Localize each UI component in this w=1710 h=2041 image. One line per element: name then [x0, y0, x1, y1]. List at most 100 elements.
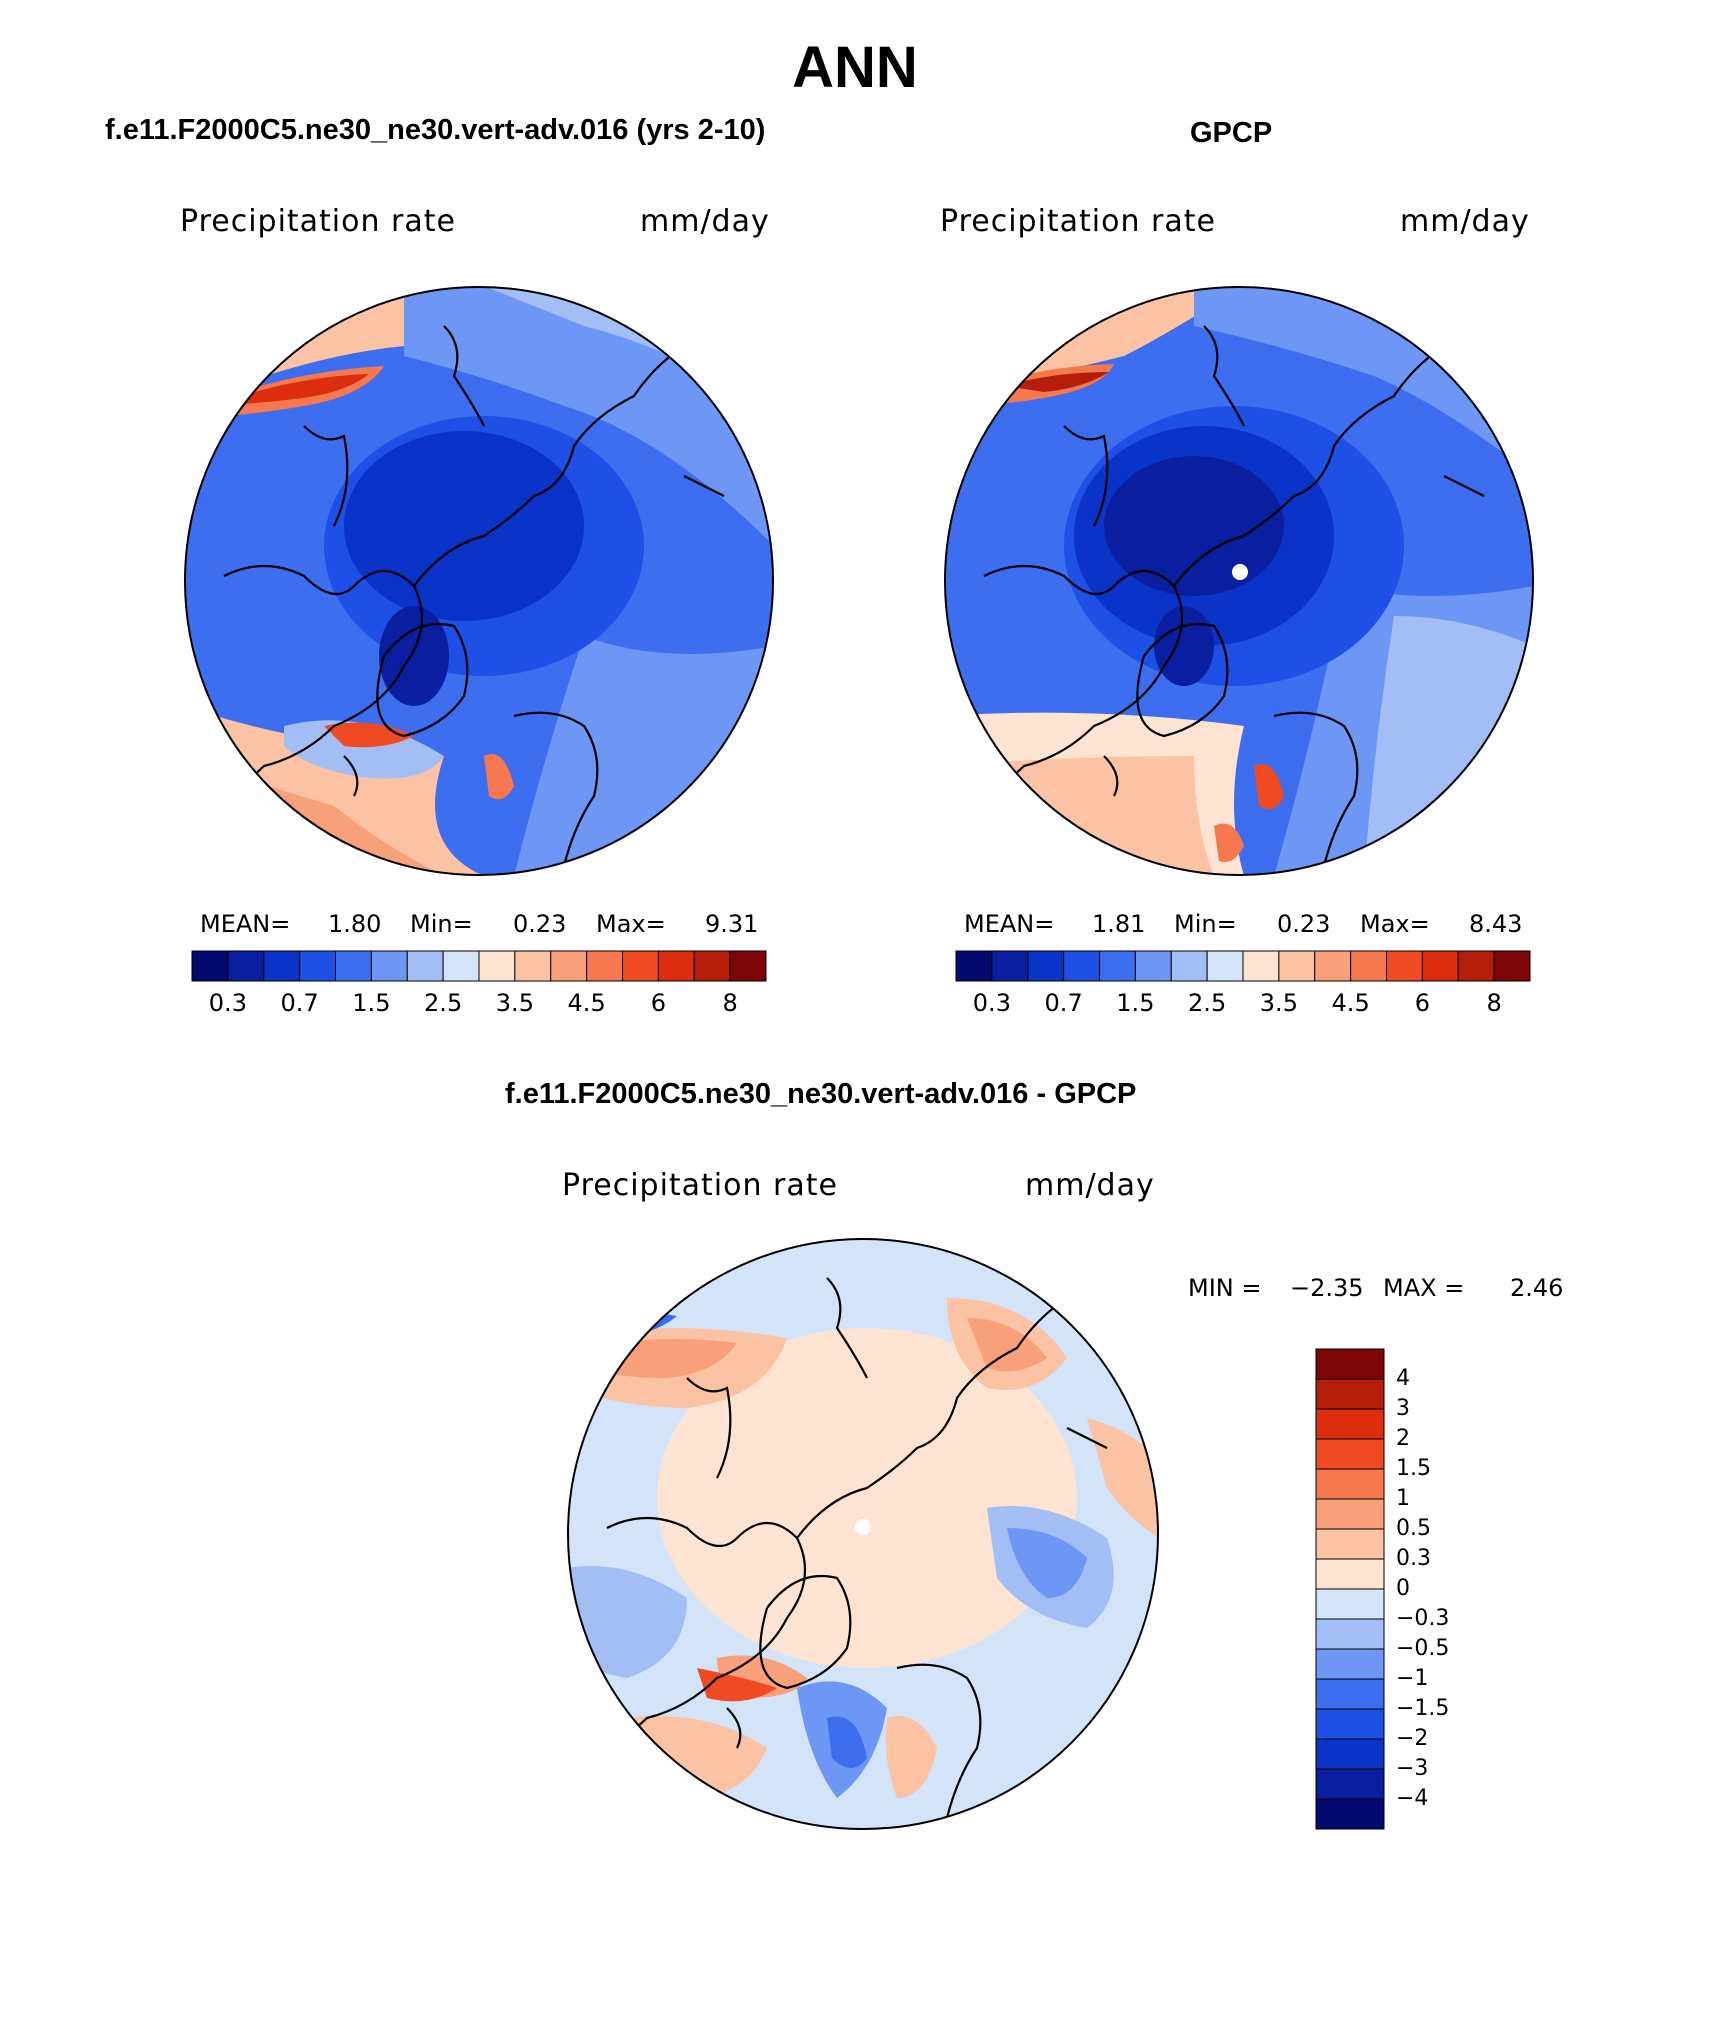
- colorbar-tick-label: −0.5: [1396, 1636, 1450, 1661]
- colorbar-swatch: [335, 950, 372, 982]
- colorbar-swatch: [1350, 950, 1387, 982]
- colorbar-diff: [1315, 1348, 1385, 1830]
- colorbar-tick-label: 1.5: [1396, 1456, 1431, 1481]
- colorbar-tick-label: 1: [1396, 1486, 1410, 1511]
- colorbar-swatch: [1457, 950, 1495, 982]
- colorbar-swatch: [1315, 1768, 1385, 1800]
- min-value-obs: 0.23: [1277, 910, 1331, 938]
- colorbar-swatch: [1278, 950, 1316, 982]
- mean-value-model: 1.80: [328, 910, 382, 938]
- mean-label-obs: MEAN=: [964, 910, 1055, 938]
- colorbar-tick-label: 4.5: [567, 989, 606, 1017]
- colorbar-tick-label: −4: [1396, 1786, 1429, 1811]
- colorbar-tick-label: −3: [1396, 1756, 1429, 1781]
- colorbar-swatch: [1315, 1498, 1385, 1530]
- colorbar-swatch: [370, 950, 408, 982]
- colorbar-swatch: [1315, 1468, 1385, 1500]
- variable-label-diff: Precipitation rate: [562, 1168, 838, 1203]
- colorbar-swatch: [1206, 950, 1244, 982]
- max-label-model: Max=: [596, 910, 666, 938]
- colorbar-swatch: [227, 950, 265, 982]
- colorbar-swatch: [1242, 950, 1280, 982]
- colorbar-tick-label: 8: [722, 989, 738, 1017]
- min-value-diff: −2.35: [1290, 1274, 1364, 1302]
- polar-map-obs: [944, 286, 1534, 876]
- colorbar-swatch: [657, 950, 695, 982]
- colorbar-swatch: [693, 950, 731, 982]
- colorbar-tick-label: 0.3: [208, 989, 247, 1017]
- colorbar-swatch: [1315, 1558, 1385, 1590]
- min-label-diff: MIN =: [1188, 1274, 1262, 1302]
- colorbar-swatch: [1027, 950, 1065, 982]
- colorbar-swatch: [1134, 950, 1172, 982]
- colorbar-tick-label: −0.3: [1396, 1606, 1450, 1631]
- colorbar-model: [191, 950, 767, 982]
- colorbar-swatch: [1315, 1798, 1385, 1830]
- polar-map-model: [184, 286, 774, 876]
- colorbar-swatch: [1315, 1708, 1385, 1740]
- colorbar-swatch: [263, 950, 301, 982]
- colorbar-tick-label: 2.5: [424, 989, 463, 1017]
- colorbar-tick-label: 6: [1414, 989, 1431, 1017]
- max-label-obs: Max=: [1360, 910, 1430, 938]
- colorbar-tick-label: −2: [1396, 1726, 1429, 1751]
- colorbar-tick-label: 0.7: [280, 989, 319, 1017]
- colorbar-swatch: [478, 950, 516, 982]
- colorbar-tick-label: 3.5: [495, 989, 534, 1017]
- colorbar-swatch: [442, 950, 480, 982]
- colorbar-swatch: [622, 950, 659, 982]
- colorbar-swatch: [406, 950, 444, 982]
- max-value-model: 9.31: [705, 910, 759, 938]
- colorbar-swatch: [1386, 950, 1423, 982]
- min-value-model: 0.23: [513, 910, 567, 938]
- colorbar-swatch: [1063, 950, 1100, 982]
- units-label-obs: mm/day: [1400, 204, 1530, 239]
- colorbar-swatch: [1315, 1378, 1385, 1410]
- colorbar-swatch: [1315, 1528, 1385, 1560]
- mean-label-model: MEAN=: [200, 910, 291, 938]
- colorbar-swatch: [1099, 950, 1136, 982]
- panel-title-diff: f.e11.F2000C5.ne30_ne30.vert-adv.016 - G…: [505, 1078, 1137, 1110]
- colorbar-swatch: [1493, 950, 1531, 982]
- colorbar-tick-label: 0.3: [1396, 1546, 1431, 1571]
- variable-label-model: Precipitation rate: [180, 204, 456, 239]
- min-label-obs: Min=: [1174, 910, 1237, 938]
- colorbar-tick-label: 4: [1396, 1366, 1410, 1391]
- min-label-model: Min=: [410, 910, 473, 938]
- colorbar-tick-label: 6: [650, 989, 667, 1017]
- colorbar-swatch: [514, 950, 552, 982]
- panel-title-model: f.e11.F2000C5.ne30_ne30.vert-adv.016 (yr…: [105, 114, 766, 146]
- units-label-diff: mm/day: [1025, 1168, 1155, 1203]
- colorbar-tick-label: 1.5: [1116, 989, 1155, 1017]
- colorbar-tick-label: −1: [1396, 1666, 1429, 1691]
- colorbar-tick-label: 8: [1486, 989, 1502, 1017]
- colorbar-obs: [955, 950, 1531, 982]
- colorbar-tick-label: 3.5: [1259, 989, 1298, 1017]
- colorbar-swatch: [1421, 950, 1459, 982]
- colorbar-swatch: [1315, 1678, 1385, 1710]
- colorbar-swatch: [1314, 950, 1352, 982]
- units-label-model: mm/day: [640, 204, 770, 239]
- mean-value-obs: 1.81: [1092, 910, 1146, 938]
- colorbar-swatch: [191, 950, 229, 982]
- colorbar-swatch: [550, 950, 588, 982]
- colorbar-swatch: [1315, 1588, 1385, 1620]
- colorbar-tick-label: 0.7: [1044, 989, 1083, 1017]
- colorbar-tick-label: 0.3: [972, 989, 1011, 1017]
- max-value-obs: 8.43: [1469, 910, 1523, 938]
- colorbar-tick-label: 3: [1396, 1396, 1410, 1421]
- max-value-diff: 2.46: [1510, 1274, 1564, 1302]
- colorbar-tick-label: 1.5: [352, 989, 391, 1017]
- panel-title-obs: GPCP: [1190, 117, 1273, 149]
- colorbar-tick-label: 4.5: [1331, 989, 1370, 1017]
- colorbar-swatch: [299, 950, 336, 982]
- colorbar-swatch: [729, 950, 767, 982]
- colorbar-swatch: [1315, 1648, 1385, 1680]
- colorbar-tick-label: 2.5: [1188, 989, 1227, 1017]
- max-label-diff: MAX =: [1383, 1274, 1465, 1302]
- colorbar-swatch: [955, 950, 993, 982]
- figure-title: ANN: [792, 35, 918, 100]
- colorbar-swatch: [991, 950, 1029, 982]
- colorbar-swatch: [1170, 950, 1208, 982]
- colorbar-swatch: [1315, 1408, 1385, 1440]
